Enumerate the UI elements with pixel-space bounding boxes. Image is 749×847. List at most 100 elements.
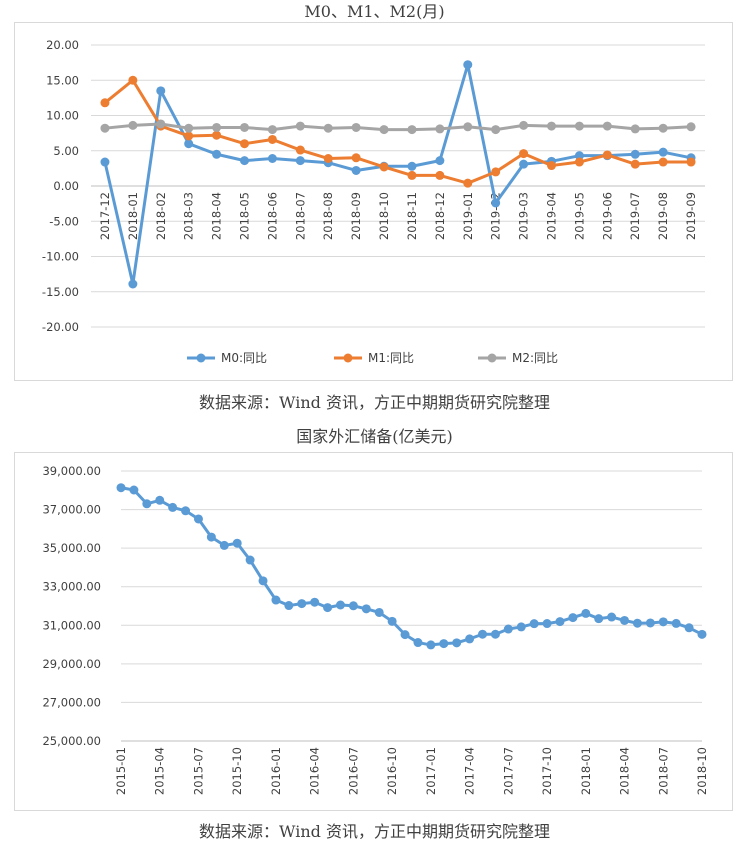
data-point xyxy=(555,617,565,627)
data-point xyxy=(181,506,191,516)
y-tick-label: -20.00 xyxy=(42,320,79,334)
data-point xyxy=(258,576,268,586)
data-point xyxy=(547,161,556,171)
data-point xyxy=(439,639,449,649)
data-point xyxy=(491,167,501,177)
x-tick-label: 2018-04 xyxy=(210,192,224,240)
data-point xyxy=(100,157,110,167)
data-point xyxy=(128,120,138,130)
chart1-source: 数据来源：Wind 资讯，方正中期期货研究院整理 xyxy=(199,393,550,412)
x-tick-label: 2019-01 xyxy=(461,192,475,240)
y-tick-label: 37,000.00 xyxy=(42,503,101,517)
data-point xyxy=(267,134,277,144)
data-point xyxy=(348,601,358,611)
x-tick-label: 2019-07 xyxy=(628,192,642,240)
data-point xyxy=(516,622,526,632)
x-tick-label: 2016-10 xyxy=(385,747,399,795)
data-point xyxy=(658,617,668,627)
data-point xyxy=(607,612,617,622)
legend-label: M2:同比 xyxy=(512,351,558,365)
y-tick-label: -15.00 xyxy=(42,285,79,299)
data-point xyxy=(602,121,612,131)
series-line xyxy=(103,63,692,286)
data-point xyxy=(686,157,696,167)
data-point xyxy=(212,130,222,140)
x-tick-label: 2019-06 xyxy=(600,192,614,240)
data-point xyxy=(684,623,694,633)
data-point xyxy=(630,124,640,134)
data-point xyxy=(387,616,397,626)
y-tick-label: 10.00 xyxy=(46,109,79,123)
y-tick-label: -5.00 xyxy=(49,214,79,228)
data-point xyxy=(658,147,668,157)
data-point xyxy=(284,601,294,611)
x-tick-label: 2018-08 xyxy=(321,192,335,240)
data-point xyxy=(547,121,556,131)
y-tick-label: 31,000.00 xyxy=(42,618,101,632)
data-point xyxy=(620,615,630,625)
data-point xyxy=(240,156,249,166)
chart1-title: M0、M1、M2(月) xyxy=(304,2,445,21)
x-tick-label: 2017-07 xyxy=(501,747,515,795)
data-point xyxy=(100,123,110,133)
data-point xyxy=(413,638,423,648)
x-tick-label: 2018-07 xyxy=(656,747,670,795)
x-tick-label: 2017-04 xyxy=(463,747,477,795)
data-point xyxy=(374,607,384,617)
y-tick-label: 39,000.00 xyxy=(42,464,101,478)
legend-label: M0:同比 xyxy=(221,351,267,365)
data-point xyxy=(212,122,222,132)
x-tick-label: 2019-05 xyxy=(572,192,586,240)
chart2-title: 国家外汇储备(亿美元) xyxy=(296,427,453,446)
data-point xyxy=(267,154,277,164)
x-tick-label: 2019-09 xyxy=(684,192,698,240)
x-tick-label: 2018-09 xyxy=(349,192,363,240)
y-tick-label: -10.00 xyxy=(42,250,79,264)
data-point xyxy=(630,149,640,159)
legend-marker xyxy=(487,353,497,363)
data-point xyxy=(297,599,307,609)
data-point xyxy=(463,178,473,188)
data-point xyxy=(574,151,584,161)
x-tick-label: 2019-08 xyxy=(656,192,670,240)
data-point xyxy=(435,156,445,166)
x-tick-label: 2018-06 xyxy=(265,192,279,240)
legend-label: M1:同比 xyxy=(368,351,414,365)
x-tick-label: 2018-11 xyxy=(405,192,419,240)
chart2-frame: 39,000.00 37,000.00 35,000.00 33,000.00 31,0… xyxy=(14,452,733,811)
x-tick-label: 2018-10 xyxy=(695,747,709,795)
data-point xyxy=(503,624,513,634)
series-line xyxy=(104,78,692,185)
chart1-frame: 20.00 15.00 10.00 5.00 0.00 -5.00 -10.00 -15.00… xyxy=(14,22,733,381)
x-tick-label: 2019-04 xyxy=(545,192,559,240)
y-tick-label: 29,000.00 xyxy=(42,657,101,671)
y-tick-label: 35,000.00 xyxy=(42,541,101,555)
data-point xyxy=(128,279,138,289)
x-tick-label: 2018-07 xyxy=(293,192,307,240)
y-tick-label: 20.00 xyxy=(46,38,79,52)
data-point xyxy=(519,159,529,169)
data-point xyxy=(529,619,539,629)
x-tick-label: 2015-01 xyxy=(114,747,128,795)
data-point xyxy=(184,123,194,133)
data-point xyxy=(212,149,222,159)
data-point xyxy=(686,122,696,132)
data-point xyxy=(116,483,126,493)
data-point xyxy=(435,124,445,134)
data-point xyxy=(407,170,417,180)
chart2-source: 数据来源：Wind 资讯，方正中期期货研究院整理 xyxy=(199,822,550,841)
data-point xyxy=(295,156,305,166)
data-point xyxy=(491,125,501,135)
data-point xyxy=(407,161,417,171)
y-tick-label: 25,000.00 xyxy=(42,734,101,748)
data-point xyxy=(379,125,389,135)
data-point xyxy=(142,499,152,509)
data-point xyxy=(435,170,445,180)
x-tick-label: 2017-01 xyxy=(424,747,438,795)
data-point xyxy=(168,502,178,512)
data-point xyxy=(581,608,591,618)
y-tick-label: 0.00 xyxy=(53,179,79,193)
data-point xyxy=(155,495,165,505)
data-point xyxy=(490,629,500,639)
data-point xyxy=(542,619,552,629)
